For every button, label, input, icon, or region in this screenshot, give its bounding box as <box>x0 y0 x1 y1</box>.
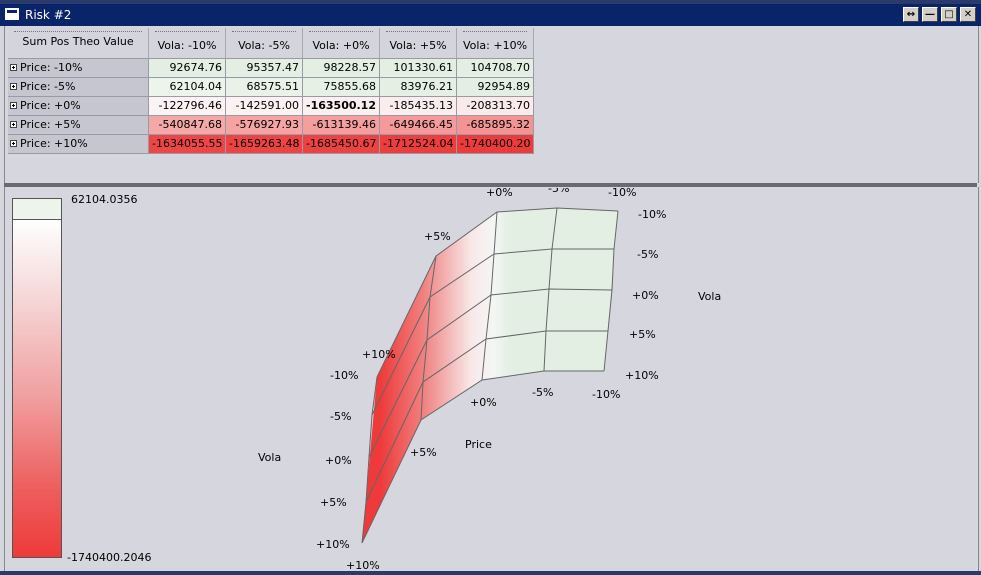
row-label: Price: +5% <box>20 118 81 131</box>
table-cell[interactable]: -1634055.55 <box>149 135 226 154</box>
price-tick-label: +10% <box>346 559 380 572</box>
table-cell[interactable]: -1685450.67 <box>303 135 380 154</box>
surface-col-line <box>543 207 558 372</box>
vola-axis-title: Vola <box>698 290 721 303</box>
table-cell[interactable]: 95357.47 <box>226 59 303 78</box>
table-cell[interactable]: -613139.46 <box>303 116 380 135</box>
vola-tick-label: +0% <box>632 289 659 302</box>
row-header[interactable]: Price: +0% <box>8 97 149 116</box>
table-cell[interactable]: 92954.89 <box>457 78 534 97</box>
surface-col-line <box>420 255 437 421</box>
window-title: Risk #2 <box>25 8 72 22</box>
column-header[interactable]: Vola: +0% <box>303 28 380 59</box>
table-cell[interactable]: 75855.68 <box>303 78 380 97</box>
expand-icon[interactable] <box>10 139 17 147</box>
table-cell[interactable]: -1740400.20 <box>457 135 534 154</box>
table-cell[interactable]: -576927.93 <box>226 116 303 135</box>
vola-tick-label: -5% <box>330 410 351 423</box>
table-cell[interactable]: 62104.04 <box>149 78 226 97</box>
column-header[interactable]: Vola: +10% <box>457 28 534 59</box>
vola-tick-label: +0% <box>325 454 352 467</box>
legend-top-swatch <box>13 199 61 220</box>
price-tick-label: -10% <box>608 186 636 199</box>
window-menu-icon[interactable] <box>5 8 19 20</box>
surface-col-line <box>481 211 498 381</box>
price-tick-label: +0% <box>486 186 513 199</box>
column-header[interactable]: Vola: +5% <box>380 28 457 59</box>
expand-icon[interactable] <box>10 101 17 109</box>
table-cell[interactable]: -185435.13 <box>380 97 457 116</box>
risk-table-pane: Sum Pos Theo Value Vola: -10% Vola: -5% Vol… <box>4 26 979 183</box>
row-header[interactable]: Price: -10% <box>8 59 149 78</box>
vola-tick-label: +10% <box>316 538 350 551</box>
surface-col-line <box>603 210 619 372</box>
table-cell[interactable]: 98228.57 <box>303 59 380 78</box>
row-label: Price: -10% <box>20 61 83 74</box>
move-button[interactable]: ↔ <box>903 7 919 22</box>
surface-fill <box>362 208 618 543</box>
price-tick-label: +5% <box>410 446 437 459</box>
price-tick-label: +0% <box>470 396 497 409</box>
window-bottom-border <box>0 571 981 575</box>
price-tick-label: -10% <box>592 388 620 401</box>
surface-axis-labels: +0% -5% -10%-10%-5%+0%+5%+10%-5% -10%+5%+10… <box>258 182 721 572</box>
close-button[interactable]: ✕ <box>960 7 976 22</box>
expand-icon[interactable] <box>10 82 17 90</box>
surface-grid-lines <box>361 207 619 544</box>
price-tick-label: +5% <box>424 230 451 243</box>
column-header[interactable]: Vola: -10% <box>149 28 226 59</box>
table-cell[interactable]: 92674.76 <box>149 59 226 78</box>
table-cell[interactable]: -685895.32 <box>457 116 534 135</box>
expand-icon[interactable] <box>10 120 17 128</box>
pane-splitter[interactable] <box>4 183 977 187</box>
table-cell[interactable]: -649466.45 <box>380 116 457 135</box>
surface-col-line <box>361 376 378 544</box>
row-label: Price: +10% <box>20 137 88 150</box>
minimize-button[interactable]: — <box>922 7 938 22</box>
table-corner-header[interactable]: Sum Pos Theo Value <box>8 28 149 59</box>
table-cell[interactable]: -208313.70 <box>457 97 534 116</box>
price-axis-title: Price <box>465 438 492 451</box>
row-header[interactable]: Price: +5% <box>8 116 149 135</box>
table-cell[interactable]: 68575.51 <box>226 78 303 97</box>
window-titlebar[interactable]: Risk #2 ↔ — □ ✕ <box>0 4 981 26</box>
table-cell[interactable]: -540847.68 <box>149 116 226 135</box>
table-cell[interactable]: 104708.70 <box>457 59 534 78</box>
color-legend-bar <box>12 198 62 558</box>
desktop-strip <box>0 0 981 4</box>
table-cell[interactable]: 101330.61 <box>380 59 457 78</box>
table-cell[interactable]: -163500.12 <box>303 97 380 116</box>
table-cell[interactable]: -142591.00 <box>226 97 303 116</box>
price-tick-label: -5% <box>532 386 553 399</box>
table-cell[interactable]: -122796.46 <box>149 97 226 116</box>
vola-tick-label: +5% <box>629 328 656 341</box>
row-header[interactable]: Price: +10% <box>8 135 149 154</box>
table-cell[interactable]: -1712524.04 <box>380 135 457 154</box>
legend-min-label: -1740400.2046 <box>67 551 152 564</box>
expand-icon[interactable] <box>10 63 17 71</box>
table-cell[interactable]: -1659263.48 <box>226 135 303 154</box>
legend-max-label: 62104.0356 <box>71 193 138 206</box>
vola-tick-label: -10% <box>330 369 358 382</box>
maximize-button[interactable]: □ <box>941 7 957 22</box>
table-cell[interactable]: 83976.21 <box>380 78 457 97</box>
vola-axis-title: Vola <box>258 451 281 464</box>
row-label: Price: -5% <box>20 80 76 93</box>
column-header[interactable]: Vola: -5% <box>226 28 303 59</box>
vola-tick-label: -10% <box>638 208 666 221</box>
row-header[interactable]: Price: -5% <box>8 78 149 97</box>
row-label: Price: +0% <box>20 99 81 112</box>
price-tick-label: -5% <box>548 182 569 195</box>
price-tick-label: +10% <box>362 348 396 361</box>
vola-tick-label: +10% <box>625 369 659 382</box>
vola-tick-label: +5% <box>320 496 347 509</box>
vola-tick-label: -5% <box>637 248 658 261</box>
